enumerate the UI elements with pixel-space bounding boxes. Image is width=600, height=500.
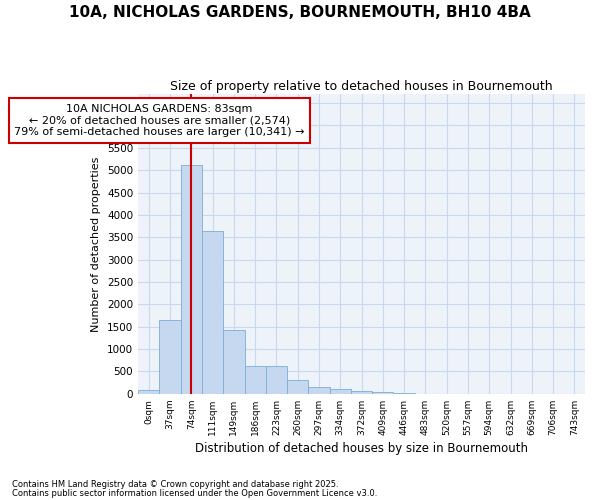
Bar xyxy=(308,386,329,394)
Bar xyxy=(351,392,372,394)
Bar xyxy=(266,366,287,394)
Bar xyxy=(202,232,223,394)
Bar xyxy=(245,366,266,394)
Bar xyxy=(372,392,394,394)
Bar xyxy=(138,390,160,394)
Bar xyxy=(160,320,181,394)
Y-axis label: Number of detached properties: Number of detached properties xyxy=(91,156,101,332)
Text: Contains HM Land Registry data © Crown copyright and database right 2025.: Contains HM Land Registry data © Crown c… xyxy=(12,480,338,489)
Title: Size of property relative to detached houses in Bournemouth: Size of property relative to detached ho… xyxy=(170,80,553,93)
Bar xyxy=(181,165,202,394)
Bar xyxy=(223,330,245,394)
Text: Contains public sector information licensed under the Open Government Licence v3: Contains public sector information licen… xyxy=(12,489,377,498)
Text: 10A, NICHOLAS GARDENS, BOURNEMOUTH, BH10 4BA: 10A, NICHOLAS GARDENS, BOURNEMOUTH, BH10… xyxy=(69,5,531,20)
X-axis label: Distribution of detached houses by size in Bournemouth: Distribution of detached houses by size … xyxy=(195,442,528,455)
Bar xyxy=(329,390,351,394)
Bar xyxy=(287,380,308,394)
Text: 10A NICHOLAS GARDENS: 83sqm
← 20% of detached houses are smaller (2,574)
79% of : 10A NICHOLAS GARDENS: 83sqm ← 20% of det… xyxy=(14,104,305,137)
